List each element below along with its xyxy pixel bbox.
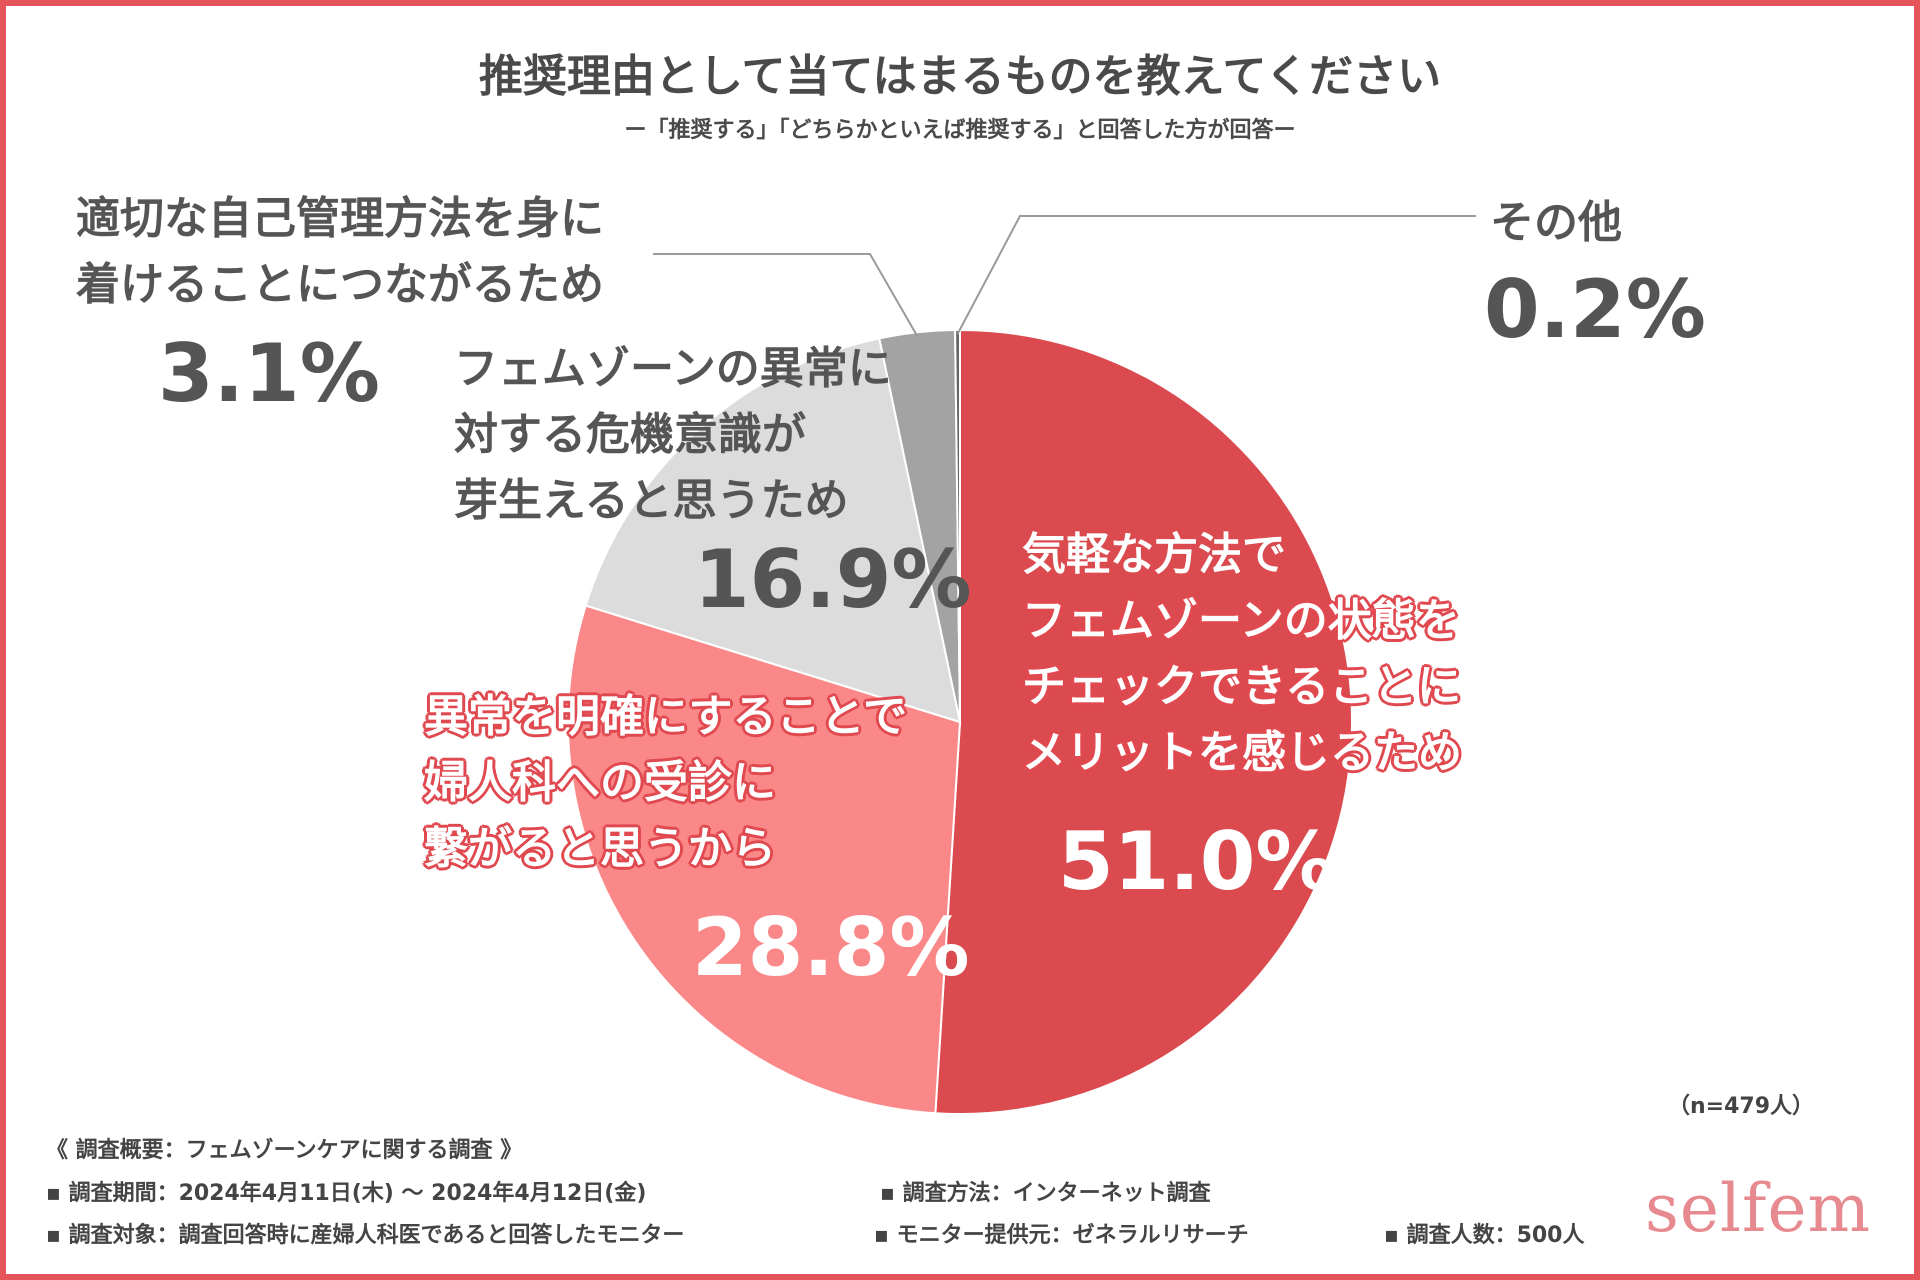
- slice-4-label-line: その他: [1490, 197, 1622, 248]
- footer-overview: 《 調査概要：フェムゾーンケアに関する調査 》: [46, 1138, 523, 1163]
- slice-1-label-line: 繋がると思うから: [424, 823, 776, 874]
- slice-0-label-line: メリットを感じるため: [1022, 727, 1462, 778]
- footer-target: ▪ 調査対象：調査回答時に産婦人科医であると回答したモニター: [46, 1223, 685, 1248]
- slice-value-0: 51.0%: [1058, 815, 1336, 908]
- slice-3-label-line: 着けることにつながるため: [76, 259, 604, 310]
- slice-2-label-line: 芽生えると思うため: [454, 475, 849, 526]
- pie-slice-0: [934, 328, 1353, 1115]
- slice-3-label-line: 適切な自己管理方法を身に: [76, 193, 604, 244]
- pie-slice-2: [584, 337, 962, 724]
- footer-period: ▪ 調査期間：2024年4月11日(木) ～ 2024年4月12日(金): [46, 1181, 647, 1206]
- slice-0-label-line: 気軽な方法で: [1022, 529, 1286, 580]
- slice-value-3: 3.1%: [158, 327, 380, 420]
- slice-value-4: 0.2%: [1484, 263, 1706, 356]
- sample-size: （n=479人）: [1668, 1094, 1815, 1119]
- slice-2-label-line: 対する危機意識が: [454, 409, 806, 460]
- slice-label-2: フェムゾーンの異常に 対する危機意識が 芽生えると思うため: [454, 336, 892, 534]
- slice-1-label-line: 異常を明確にすることで: [424, 691, 908, 742]
- footer-count: ▪ 調査人数：500人: [1384, 1223, 1585, 1248]
- slice-value-2: 16.9%: [694, 533, 972, 626]
- slice-label-3: 適切な自己管理方法を身に 着けることにつながるため: [76, 186, 604, 318]
- slice-0-label-line: フェムゾーンの状態を: [1022, 595, 1460, 646]
- slice-label-0: 気軽な方法で フェムゾーンの状態を チェックできることに メリットを感じるため: [1022, 522, 1462, 786]
- brand-logo: selfem: [1645, 1170, 1872, 1247]
- leader-line-4: [956, 215, 1476, 335]
- slice-value-1: 28.8%: [692, 901, 970, 994]
- footer-provider: ▪ モニター提供元：ゼネラルリサーチ: [874, 1223, 1249, 1248]
- leader-line-3: [653, 253, 919, 337]
- slice-2-label-line: フェムゾーンの異常に: [454, 343, 892, 394]
- slice-0-label-line: チェックできることに: [1022, 661, 1462, 712]
- slice-label-4: その他: [1490, 190, 1622, 256]
- footer-method: ▪ 調査方法：インターネット調査: [880, 1181, 1211, 1206]
- chart-subtitle: ー「推奨する」「どちらかといえば推奨する」と回答した方が回答ー: [624, 118, 1296, 143]
- chart-title: 推奨理由として当てはまるものを教えてください: [478, 51, 1442, 102]
- slice-label-1: 異常を明確にすることで 婦人科への受診に 繋がると思うから: [424, 684, 907, 882]
- pie-slice-1: [567, 604, 962, 1115]
- slice-1-label-line: 婦人科への受診に: [424, 757, 776, 808]
